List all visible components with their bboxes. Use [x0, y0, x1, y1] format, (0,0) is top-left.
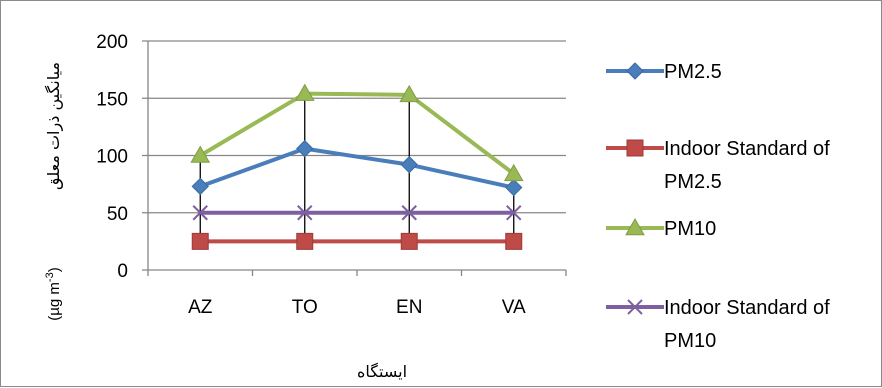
y-axis-ticks: 0 50 100 150 200 — [96, 32, 128, 282]
marker-pm10-en — [399, 84, 420, 103]
marker-pm10-to — [294, 83, 315, 101]
marker-indoor-standard-of-pm2-5-to — [296, 232, 314, 250]
series-line-pm10 — [199, 91, 515, 176]
marker-pm2-5-va — [505, 178, 523, 197]
y-axis-unit: (µg m-3) — [44, 267, 63, 320]
marker-indoor-standard-of-pm10-en-stroke-b — [401, 205, 417, 221]
y-tick-label-3: 150 — [96, 89, 128, 110]
marker-indoor-standard-of-pm10-az — [192, 205, 208, 221]
series-markers — [190, 83, 524, 250]
marker-indoor-standard-of-pm2-5-va — [505, 232, 523, 250]
legend-label-indoor-standard-of-pm10-line-1: Indoor Standard of — [664, 297, 830, 319]
legend-label-pm10-line-1: PM10 — [664, 218, 716, 240]
legend-marker-indoor-standard-of-pm10 — [627, 299, 643, 315]
x-tick-label-va: VA — [502, 297, 526, 318]
legend-label-indoor-standard-of-pm2-5-line-1: Indoor Standard of — [664, 138, 830, 160]
x-tick-label-az: AZ — [188, 297, 213, 318]
marker-pm10-va — [503, 163, 524, 182]
legend-label-indoor-standard-of-pm2-5-line-2: PM2.5 — [664, 171, 722, 193]
legend-marker-indoor-standard-of-pm10-stroke-b — [627, 299, 643, 315]
marker-pm2-5-en — [400, 155, 418, 174]
legend-label-pm2-5-line-1: PM2.5 — [664, 61, 722, 83]
marker-indoor-standard-of-pm2-5-en — [400, 232, 418, 250]
y-tick-label-0: 0 — [117, 261, 128, 282]
marker-indoor-standard-of-pm10-to-stroke-b — [297, 205, 313, 221]
marker-indoor-standard-of-pm10-to — [297, 205, 313, 221]
legend-marker-indoor-standard-of-pm2-5 — [626, 139, 644, 157]
series-lines — [199, 91, 515, 244]
y-axis-unit-exponent: -3 — [44, 272, 56, 282]
marker-pm2-5-to — [296, 139, 314, 158]
legend-marker-pm10 — [625, 217, 645, 236]
y-axis-unit-base: (µg m — [46, 282, 63, 321]
y-tick-label-1: 50 — [107, 204, 128, 225]
x-axis-title: ایستگاه — [357, 362, 407, 381]
marker-pm2-5-az — [191, 177, 209, 196]
y-tick-label-2: 100 — [96, 147, 128, 168]
legend: PM2.5 Indoor Standard of PM2.5 PM10 Indoor S… — [606, 61, 830, 352]
y-axis-unit-close: ) — [46, 267, 63, 272]
x-tick-label-to: TO — [292, 297, 318, 318]
y-axis-title: میانگین ذرات معلق — [44, 62, 64, 190]
legend-label-indoor-standard-of-pm10-line-2: PM10 — [664, 330, 716, 352]
marker-indoor-standard-of-pm2-5-az — [191, 232, 209, 250]
legend-marker-pm2-5 — [626, 62, 644, 80]
marker-indoor-standard-of-pm10-va-stroke-b — [506, 205, 522, 221]
marker-indoor-standard-of-pm10-va — [506, 205, 522, 221]
y-tick-label-4: 200 — [96, 32, 128, 53]
marker-indoor-standard-of-pm10-az-stroke-b — [192, 205, 208, 221]
x-tick-label-en: EN — [396, 297, 422, 318]
marker-indoor-standard-of-pm10-en — [401, 205, 417, 221]
x-axis-ticks: AZ TO EN VA — [188, 297, 526, 318]
series-line-pm2-5 — [199, 146, 515, 190]
marker-pm10-az — [190, 145, 211, 163]
